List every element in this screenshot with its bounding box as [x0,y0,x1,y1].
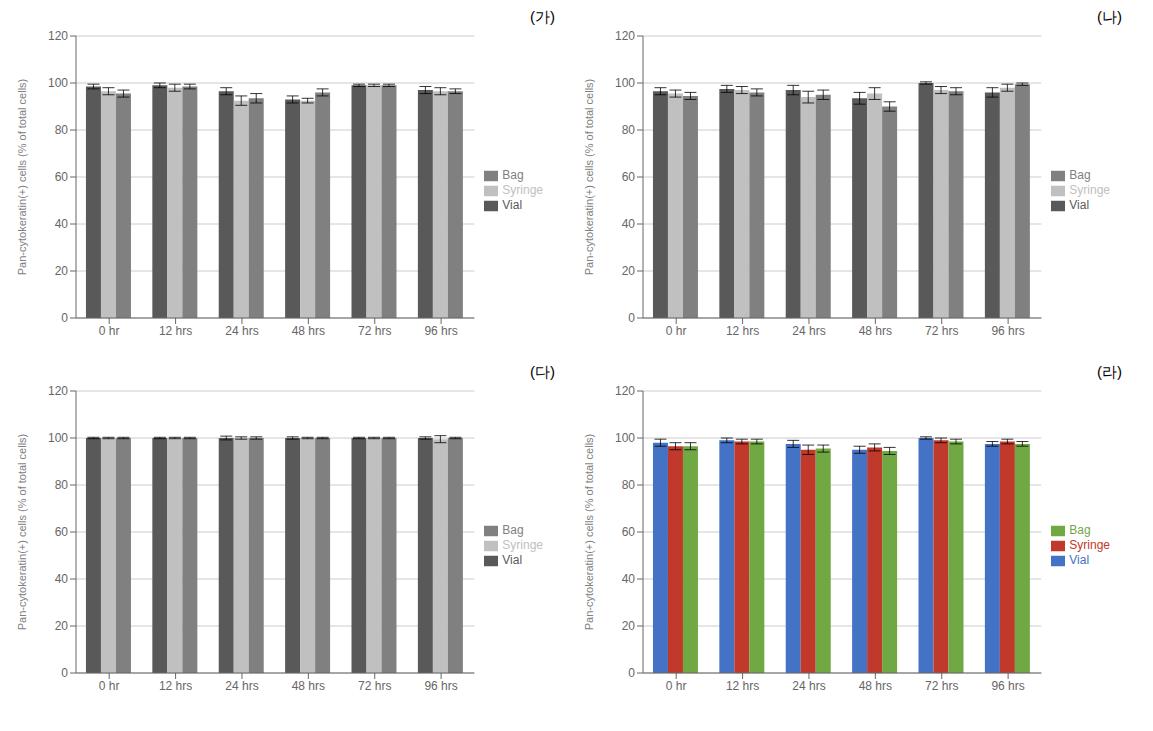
html-text:Vial: Vial [502,552,523,567]
svg-text:20: 20 [55,264,69,278]
html-text:(다): (다) [530,363,555,380]
svg-text:72 hrs: 72 hrs [925,679,958,693]
svg-text:80: 80 [55,478,69,492]
svg-text:80: 80 [622,478,636,492]
svg-text:60: 60 [55,525,69,539]
svg-text:24 hrs: 24 hrs [225,679,258,693]
svg-text:20: 20 [622,264,636,278]
svg-text:120: 120 [48,384,68,398]
svg-text:100: 100 [615,76,635,90]
html-text:Syringe: Syringe [1069,538,1110,553]
svg-text:48 hrs: 48 hrs [859,679,892,693]
svg-text:72 hrs: 72 hrs [925,324,958,338]
svg-text:0 hr: 0 hr [666,679,687,693]
svg-text:80: 80 [622,123,636,137]
svg-text:24 hrs: 24 hrs [792,324,825,338]
svg-text:120: 120 [615,384,635,398]
svg-text:Pan-cytokeratin(+) cells (% of: Pan-cytokeratin(+) cells (% of total cel… [583,434,595,631]
svg-text:0: 0 [61,311,68,325]
html-text:Vial: Vial [1069,552,1090,567]
svg-text:72 hrs: 72 hrs [358,324,391,338]
svg-text:120: 120 [615,29,635,43]
html-text:(나): (나) [1097,8,1122,25]
svg-text:12 hrs: 12 hrs [726,679,759,693]
svg-text:48 hrs: 48 hrs [292,679,325,693]
svg-text:96 hrs: 96 hrs [424,679,457,693]
svg-text:40: 40 [55,572,69,586]
svg-text:100: 100 [48,76,68,90]
svg-text:60: 60 [622,170,636,184]
svg-text:96 hrs: 96 hrs [424,324,457,338]
html-text:Vial: Vial [502,197,523,212]
svg-text:12 hrs: 12 hrs [159,324,192,338]
svg-text:Pan-cytokeratin(+) cells (% of: Pan-cytokeratin(+) cells (% of total cel… [16,79,28,276]
svg-text:0: 0 [61,666,68,680]
svg-text:48 hrs: 48 hrs [292,324,325,338]
html-text:Bag: Bag [502,168,524,183]
svg-text:60: 60 [55,170,69,184]
svg-text:60: 60 [622,525,636,539]
svg-text:96 hrs: 96 hrs [991,324,1024,338]
svg-text:0: 0 [628,666,635,680]
svg-text:0 hr: 0 hr [99,679,120,693]
svg-text:12 hrs: 12 hrs [159,679,192,693]
svg-text:12 hrs: 12 hrs [726,324,759,338]
svg-text:20: 20 [622,619,636,633]
html-text:Vial: Vial [1069,197,1090,212]
svg-text:Pan-cytokeratin(+) cells (% of: Pan-cytokeratin(+) cells (% of total cel… [583,79,595,276]
svg-text:48 hrs: 48 hrs [859,324,892,338]
svg-text:0 hr: 0 hr [666,324,687,338]
svg-text:Pan-cytokeratin(+) cells (% of: Pan-cytokeratin(+) cells (% of total cel… [16,434,28,631]
html-text:Bag: Bag [1069,168,1091,183]
svg-text:96 hrs: 96 hrs [991,679,1024,693]
svg-text:24 hrs: 24 hrs [225,324,258,338]
svg-text:0: 0 [628,311,635,325]
svg-text:24 hrs: 24 hrs [792,679,825,693]
svg-text:100: 100 [48,431,68,445]
svg-text:40: 40 [55,217,69,231]
svg-text:80: 80 [55,123,69,137]
html-text:(라): (라) [1097,363,1122,380]
html-text:Syringe: Syringe [502,183,543,198]
svg-text:72 hrs: 72 hrs [358,679,391,693]
html-text:Bag: Bag [1069,523,1091,538]
svg-text:40: 40 [622,572,636,586]
html-text:Bag: Bag [502,523,524,538]
html-text:Syringe: Syringe [502,538,543,553]
html-text:(가): (가) [530,8,555,25]
svg-text:100: 100 [615,431,635,445]
html-text:Syringe: Syringe [1069,183,1110,198]
svg-text:0 hr: 0 hr [99,324,120,338]
svg-text:40: 40 [622,217,636,231]
svg-text:120: 120 [48,29,68,43]
svg-text:20: 20 [55,619,69,633]
